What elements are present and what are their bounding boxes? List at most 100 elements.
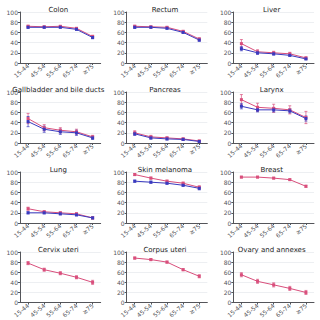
svg-text:60: 60 (224, 109, 232, 116)
svg-text:100: 100 (7, 169, 19, 176)
svg-text:≥75: ≥75 (294, 142, 308, 156)
svg-text:≥75: ≥75 (294, 62, 308, 76)
svg-text:45-54: 45-54 (242, 302, 260, 319)
svg-text:80: 80 (224, 99, 232, 106)
svg-text:15-44: 15-44 (226, 222, 244, 239)
svg-text:15-44: 15-44 (226, 142, 244, 159)
svg-text:20: 20 (10, 129, 18, 136)
svg-text:80: 80 (224, 19, 232, 26)
svg-text:20: 20 (224, 49, 232, 56)
svg-text:60: 60 (224, 269, 232, 276)
svg-text:≥75: ≥75 (81, 142, 95, 156)
svg-text:55-64: 55-64 (258, 142, 276, 159)
svg-text:80: 80 (117, 19, 125, 26)
svg-text:0: 0 (228, 140, 232, 147)
svg-text:65-74: 65-74 (274, 142, 292, 159)
svg-text:20: 20 (224, 209, 232, 216)
svg-text:Colon: Colon (48, 6, 68, 14)
svg-text:40: 40 (224, 199, 232, 206)
svg-text:0: 0 (14, 60, 18, 67)
svg-text:100: 100 (7, 249, 19, 256)
svg-text:100: 100 (220, 249, 232, 256)
svg-text:40: 40 (117, 279, 125, 286)
svg-text:20: 20 (117, 129, 125, 136)
svg-text:55-64: 55-64 (45, 302, 63, 319)
svg-text:40: 40 (10, 199, 18, 206)
svg-text:0: 0 (14, 220, 18, 227)
svg-text:≥75: ≥75 (81, 222, 95, 236)
svg-text:Rectum: Rectum (152, 6, 179, 14)
svg-text:0: 0 (121, 140, 125, 147)
svg-text:60: 60 (117, 189, 125, 196)
svg-text:65-74: 65-74 (168, 62, 186, 79)
svg-text:60: 60 (117, 269, 125, 276)
svg-text:0: 0 (14, 299, 18, 306)
svg-text:60: 60 (10, 189, 18, 196)
svg-text:55-64: 55-64 (258, 302, 276, 319)
svg-text:40: 40 (224, 39, 232, 46)
svg-text:40: 40 (224, 279, 232, 286)
svg-text:60: 60 (10, 269, 18, 276)
svg-text:0: 0 (228, 220, 232, 227)
svg-text:20: 20 (224, 289, 232, 296)
svg-text:20: 20 (224, 129, 232, 136)
svg-text:15-44: 15-44 (119, 222, 137, 239)
svg-text:80: 80 (224, 259, 232, 266)
svg-text:55-64: 55-64 (151, 222, 169, 239)
svg-text:40: 40 (117, 119, 125, 126)
svg-text:15-44: 15-44 (12, 62, 30, 79)
svg-text:0: 0 (121, 60, 125, 67)
svg-text:65-74: 65-74 (168, 222, 186, 239)
svg-text:Ovary and annexes: Ovary and annexes (238, 246, 306, 254)
svg-text:Cervix uteri: Cervix uteri (38, 246, 79, 254)
svg-text:55-64: 55-64 (258, 222, 276, 239)
svg-text:20: 20 (117, 49, 125, 56)
svg-text:65-74: 65-74 (274, 222, 292, 239)
svg-text:55-64: 55-64 (151, 302, 169, 319)
svg-text:60: 60 (117, 29, 125, 36)
svg-text:0: 0 (121, 299, 125, 306)
svg-text:55-64: 55-64 (45, 142, 63, 159)
svg-text:60: 60 (10, 29, 18, 36)
svg-text:55-64: 55-64 (45, 62, 63, 79)
svg-text:65-74: 65-74 (61, 222, 79, 239)
svg-text:65-74: 65-74 (168, 302, 186, 319)
svg-text:0: 0 (14, 140, 18, 147)
svg-text:100: 100 (7, 9, 19, 16)
svg-text:15-44: 15-44 (12, 302, 30, 319)
svg-text:0: 0 (121, 220, 125, 227)
svg-text:100: 100 (113, 169, 125, 176)
svg-text:≥75: ≥75 (81, 62, 95, 76)
svg-text:45-54: 45-54 (135, 142, 153, 159)
svg-text:100: 100 (220, 89, 232, 96)
svg-text:100: 100 (220, 9, 232, 16)
svg-text:Liver: Liver (263, 6, 280, 14)
svg-text:15-44: 15-44 (119, 142, 137, 159)
svg-text:20: 20 (117, 289, 125, 296)
svg-text:80: 80 (117, 259, 125, 266)
svg-text:40: 40 (224, 119, 232, 126)
svg-text:Lung: Lung (50, 166, 67, 174)
svg-text:100: 100 (113, 9, 125, 16)
svg-text:≥75: ≥75 (294, 222, 308, 236)
svg-text:100: 100 (113, 249, 125, 256)
svg-text:45-54: 45-54 (29, 222, 47, 239)
svg-text:65-74: 65-74 (274, 62, 292, 79)
svg-text:40: 40 (117, 39, 125, 46)
svg-text:≥75: ≥75 (187, 142, 201, 156)
svg-text:80: 80 (117, 99, 125, 106)
svg-text:60: 60 (224, 189, 232, 196)
svg-text:65-74: 65-74 (274, 302, 292, 319)
svg-text:65-74: 65-74 (61, 302, 79, 319)
svg-text:45-54: 45-54 (29, 302, 47, 319)
svg-text:80: 80 (10, 179, 18, 186)
svg-text:45-54: 45-54 (242, 222, 260, 239)
svg-text:60: 60 (224, 29, 232, 36)
svg-text:Pancreas: Pancreas (149, 86, 181, 94)
svg-text:100: 100 (113, 89, 125, 96)
svg-text:20: 20 (10, 289, 18, 296)
svg-text:15-44: 15-44 (119, 62, 137, 79)
svg-text:80: 80 (10, 19, 18, 26)
svg-text:15-44: 15-44 (12, 142, 30, 159)
svg-text:60: 60 (10, 109, 18, 116)
